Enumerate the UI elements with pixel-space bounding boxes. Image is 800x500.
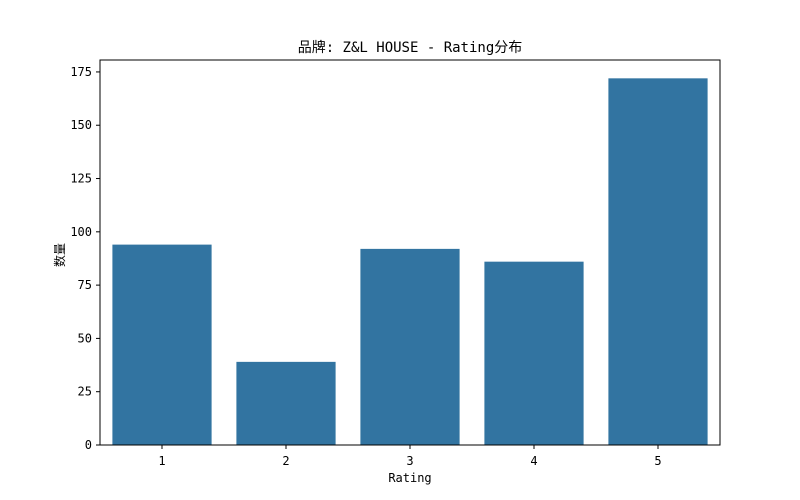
y-axis-label: 数量 (52, 243, 67, 267)
x-tick-label: 3 (406, 454, 413, 468)
chart-title: 品牌: Z&L HOUSE - Rating分布 (298, 39, 523, 56)
y-axis-ticks: 0 25 50 75 100 125 150 175 (70, 65, 100, 452)
x-tick-label: 5 (654, 454, 661, 468)
y-tick-label: 50 (78, 331, 92, 345)
y-tick-label: 25 (78, 385, 92, 399)
x-axis-label: Rating (388, 471, 431, 485)
y-tick-label: 175 (70, 65, 92, 79)
bar-rating-2 (236, 361, 336, 445)
bar-rating-5 (608, 78, 708, 445)
x-tick-label: 1 (158, 454, 165, 468)
y-tick-label: 75 (78, 278, 92, 292)
bar-rating-4 (484, 261, 584, 445)
y-tick-label: 150 (70, 118, 92, 132)
bar-rating-1 (112, 244, 212, 445)
bar-rating-3 (360, 248, 460, 445)
plot-frame (99, 59, 721, 446)
y-tick-label: 125 (70, 172, 92, 186)
x-axis-ticks: 1 2 3 4 5 (158, 445, 662, 468)
bars-group (112, 78, 708, 445)
y-tick-label: 100 (70, 225, 92, 239)
x-tick-label: 2 (282, 454, 289, 468)
y-tick-label: 0 (85, 438, 92, 452)
x-tick-label: 4 (530, 454, 537, 468)
